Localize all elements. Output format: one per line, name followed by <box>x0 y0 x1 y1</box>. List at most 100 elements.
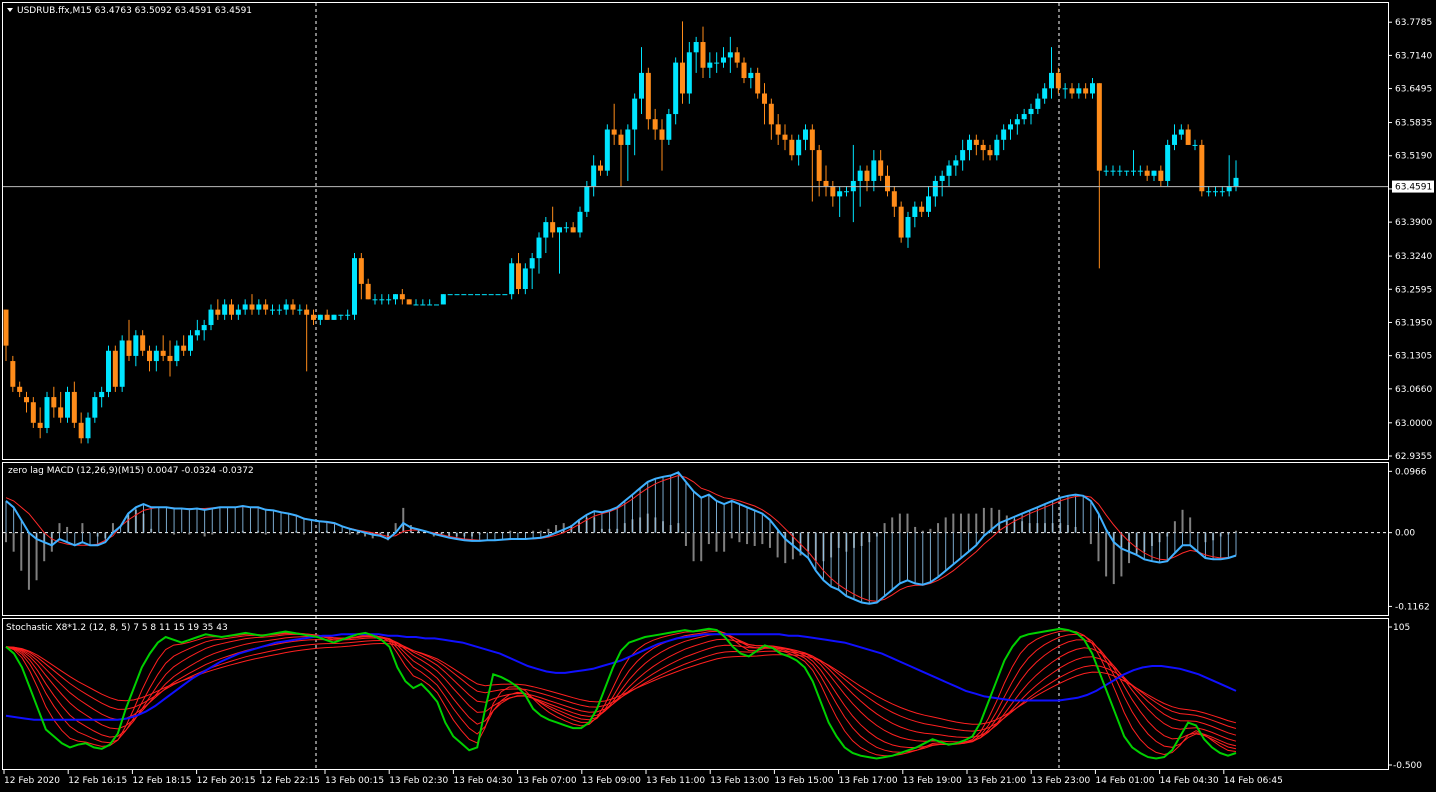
candle-body <box>1213 191 1218 193</box>
stoch-panel-frame <box>2 618 1389 770</box>
stoch-tick-label: -0.500 <box>1393 761 1422 771</box>
candle-body <box>830 186 836 197</box>
chart-menu-icon[interactable] <box>7 8 13 12</box>
candle-body <box>297 309 303 311</box>
candle-body <box>768 103 774 125</box>
candle-body <box>65 391 70 418</box>
candle-body <box>1172 134 1177 145</box>
candle-body <box>837 191 843 197</box>
candle-body <box>147 350 152 362</box>
time-tick-label: 13 Feb 07:00 <box>518 776 577 786</box>
candle-body <box>550 222 556 233</box>
candle-body <box>967 139 972 151</box>
candle-body <box>1069 88 1075 94</box>
candle-body <box>591 165 597 187</box>
candle-body <box>563 227 569 229</box>
candle-body <box>980 144 986 151</box>
candle-body <box>543 222 549 238</box>
time-tick-label: 13 Feb 11:00 <box>646 776 705 786</box>
candle-body <box>803 129 808 140</box>
candle-body <box>468 294 474 296</box>
candle-body <box>823 180 829 187</box>
price-tick-label: 63.5835 <box>1395 119 1432 129</box>
axes: 63.7785 63.7140 63.6495 63.5835 63.5190 63.45… <box>3 18 1434 786</box>
price-tick-label: 63.7140 <box>1395 51 1432 61</box>
candle-body <box>304 309 310 315</box>
candle-body <box>666 114 672 140</box>
stoch-fan-line <box>5 642 1237 725</box>
candle-body <box>932 180 938 197</box>
candle-body <box>755 72 761 94</box>
candle-body <box>393 294 398 300</box>
candle-body <box>686 52 692 94</box>
candle-body <box>939 175 945 181</box>
candle-body <box>953 160 959 166</box>
candle-body <box>263 304 269 310</box>
candle-body <box>707 62 713 68</box>
candle-body <box>796 139 802 156</box>
candle-body <box>509 263 515 295</box>
candle-body <box>611 129 617 135</box>
candle-body <box>522 268 528 290</box>
candle-body <box>1055 72 1061 89</box>
candle-body <box>727 52 733 58</box>
candle-body <box>317 314 323 320</box>
candle-body <box>1117 170 1123 172</box>
candle-body <box>372 299 378 301</box>
price-tick-label: 63.3240 <box>1395 252 1432 262</box>
stoch-fan-line <box>5 630 1237 753</box>
candle-body <box>898 206 904 238</box>
candle-body <box>92 397 98 418</box>
candle-body <box>106 350 111 392</box>
candle-body <box>1124 170 1130 172</box>
macd-tick-label: -0.1162 <box>1395 602 1430 612</box>
candle-body <box>406 299 412 305</box>
time-tick-label: 12 Feb 16:15 <box>68 776 127 786</box>
candle-body <box>926 196 931 212</box>
candle-body <box>1144 170 1150 176</box>
macd-tick-label: 0.0966 <box>1395 467 1427 477</box>
time-tick-label: 13 Feb 09:00 <box>582 776 641 786</box>
candle-body <box>208 309 214 326</box>
candle-body <box>112 350 118 387</box>
macd-series <box>3 471 1388 605</box>
candle-body <box>386 299 392 301</box>
current-price-label: 63.4591 <box>1395 183 1432 193</box>
candle-body <box>133 335 139 356</box>
candle-body <box>51 397 57 408</box>
candle-body <box>680 62 685 94</box>
candle-body <box>201 325 207 331</box>
candle-body <box>270 309 275 311</box>
macd-tick-label: 0.00 <box>1395 529 1415 539</box>
candle-body <box>24 397 29 403</box>
time-tick-label: 13 Feb 17:00 <box>839 776 898 786</box>
candle-body <box>905 216 911 238</box>
candle-body <box>714 62 720 64</box>
candle-body <box>721 57 726 63</box>
candle-body <box>789 139 795 156</box>
stoch-fan-line <box>5 629 1237 757</box>
candle-body <box>529 258 535 269</box>
candle-body <box>891 191 897 207</box>
candle-body <box>693 42 699 53</box>
candle-body <box>1035 98 1041 109</box>
candle-body <box>973 139 979 145</box>
candle-body <box>1021 114 1027 120</box>
candle-body <box>1008 124 1013 130</box>
candle-body <box>809 129 815 151</box>
candle-body <box>864 170 870 181</box>
time-tick-label: 12 Feb 2020 <box>4 776 60 786</box>
time-tick-label: 12 Feb 20:15 <box>197 776 256 786</box>
time-tick-label: 13 Feb 19:00 <box>903 776 962 786</box>
candle-body <box>10 361 16 387</box>
candle-body <box>1096 83 1102 171</box>
candle-body <box>290 304 296 310</box>
candle-body <box>1042 88 1048 99</box>
candle-body <box>1110 170 1116 172</box>
stoch-header: Stochastic X8*1.2 (12, 8, 5) 7 5 8 11 15… <box>6 623 228 633</box>
candle-body <box>427 304 433 306</box>
candle-body <box>782 134 788 140</box>
price-panel-frame <box>2 2 1389 460</box>
candle-body <box>30 402 36 423</box>
stoch-tick-label: 105 <box>1393 623 1410 633</box>
